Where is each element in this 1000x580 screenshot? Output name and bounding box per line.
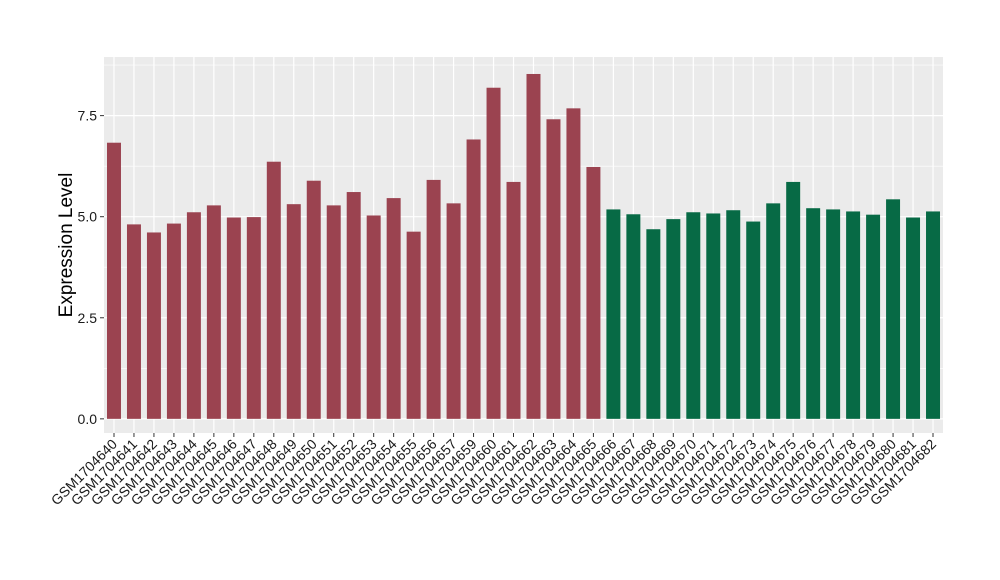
bar-GSM1704679 — [866, 214, 881, 419]
bar-GSM1704663 — [546, 119, 561, 419]
minor-gridlines — [104, 64, 943, 369]
bar-GSM1704656 — [426, 179, 441, 419]
y-tick-label: 5.0 — [78, 209, 98, 225]
bar-GSM1704650 — [306, 180, 321, 419]
bar-GSM1704657 — [446, 203, 461, 419]
bar-GSM1704648 — [266, 161, 281, 419]
bar-GSM1704645 — [206, 205, 221, 419]
bar-GSM1704678 — [846, 211, 861, 419]
x-axis: GSM1704640GSM1704641GSM1704642GSM1704643… — [48, 433, 939, 508]
bar-GSM1704655 — [406, 231, 421, 419]
bar-GSM1704675 — [786, 181, 801, 419]
bars — [106, 73, 941, 419]
bar-GSM1704647 — [246, 217, 261, 419]
bar-GSM1704642 — [146, 232, 161, 419]
y-axis: 0.0 2.5 5.0 7.5 — [78, 108, 104, 427]
y-axis-title: Expression Level — [56, 173, 77, 318]
bar-GSM1704659 — [466, 139, 481, 419]
bar-GSM1704662 — [526, 73, 541, 419]
bar-GSM1704669 — [666, 219, 681, 419]
bar-GSM1704641 — [126, 224, 141, 419]
bar-GSM1704646 — [226, 217, 241, 419]
bar-GSM1704676 — [806, 208, 821, 419]
bar-GSM1704651 — [326, 205, 341, 419]
bar-GSM1704667 — [626, 214, 641, 419]
bar-GSM1704674 — [766, 203, 781, 419]
bar-GSM1704661 — [506, 181, 521, 419]
bar-GSM1704653 — [366, 215, 381, 419]
bar-GSM1704672 — [726, 210, 741, 419]
bar-GSM1704680 — [886, 199, 901, 419]
bar-GSM1704666 — [606, 209, 621, 419]
bar-GSM1704640 — [106, 142, 121, 419]
bar-GSM1704668 — [646, 229, 661, 419]
bar-GSM1704654 — [386, 198, 401, 419]
plot-panel — [104, 57, 943, 433]
bar-GSM1704671 — [706, 213, 721, 419]
y-tick-label: 0.0 — [78, 411, 98, 427]
bar-GSM1704644 — [186, 212, 201, 419]
y-tick-label: 2.5 — [78, 310, 98, 326]
bar-GSM1704665 — [586, 166, 601, 419]
bar-GSM1704652 — [346, 192, 361, 419]
bar-GSM1704682 — [926, 211, 941, 419]
bar-GSM1704670 — [686, 212, 701, 419]
bar-GSM1704664 — [566, 108, 581, 419]
bar-GSM1704643 — [166, 223, 181, 419]
bar-GSM1704649 — [286, 204, 301, 419]
bar-GSM1704673 — [746, 221, 761, 419]
bar-GSM1704681 — [906, 217, 921, 419]
bar-GSM1704660 — [486, 87, 501, 419]
bar-GSM1704677 — [826, 209, 841, 419]
y-tick-label: 7.5 — [78, 108, 98, 124]
